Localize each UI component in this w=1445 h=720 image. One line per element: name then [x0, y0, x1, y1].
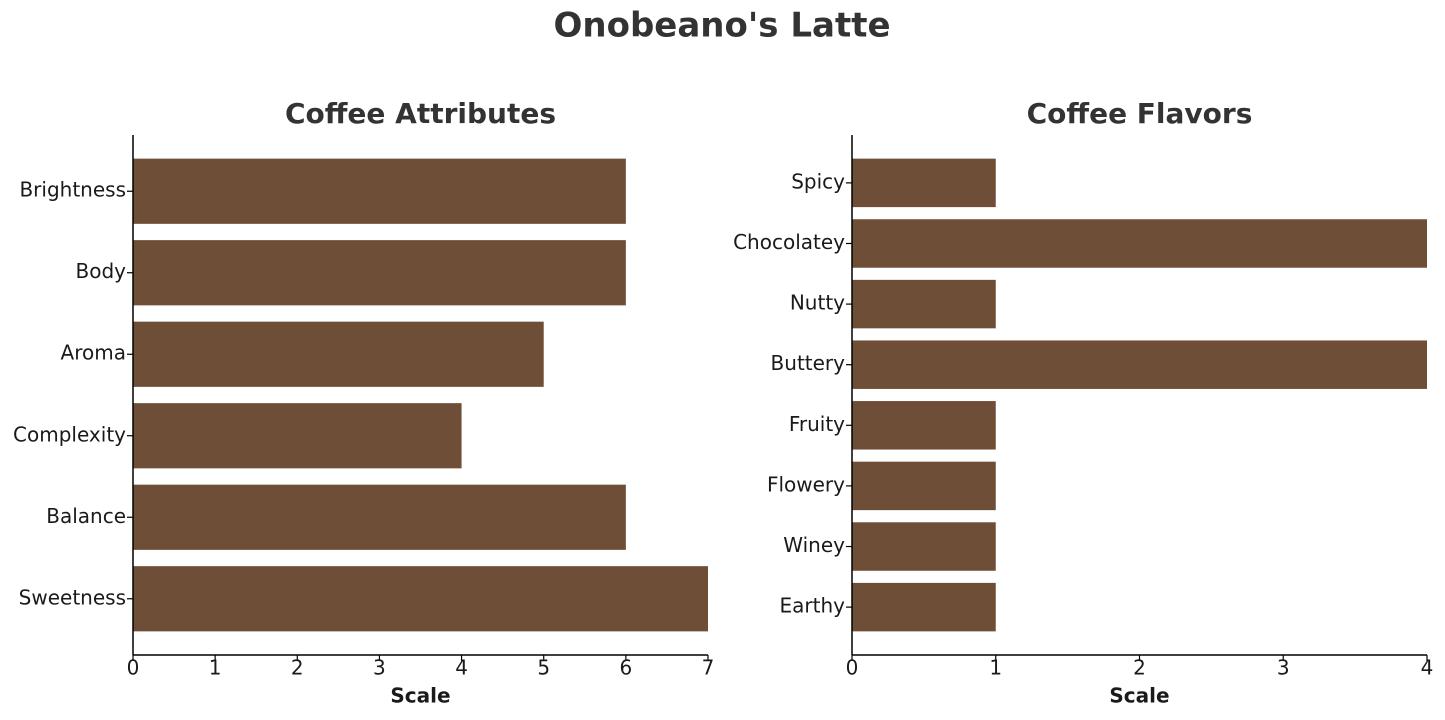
x-tick-label: 2: [1133, 656, 1146, 680]
bar: [852, 279, 996, 329]
x-tick-label: 0: [127, 656, 140, 680]
bar: [133, 566, 708, 632]
x-tick-label: 1: [989, 656, 1002, 680]
bar: [852, 340, 1427, 389]
x-tick-label: 2: [291, 656, 304, 680]
bar: [133, 484, 626, 550]
x-tick-label: 7: [702, 656, 715, 680]
x-tick-label: 4: [455, 656, 468, 680]
y-tick-label: Brightness: [19, 178, 126, 202]
x-tick-label: 5: [537, 656, 550, 680]
y-tick-label: Sweetness: [19, 585, 126, 609]
figure-title: Onobeano's Latte: [553, 6, 890, 46]
x-tick-label: 0: [846, 656, 859, 680]
subplot-title: Coffee Flavors: [1027, 97, 1253, 130]
y-tick-label: Aroma: [61, 341, 126, 365]
x-axis-label: Scale: [390, 684, 450, 708]
bar: [133, 403, 462, 469]
x-tick-label: 1: [209, 656, 222, 680]
bar: [133, 240, 626, 306]
y-tick-label: Chocolatey: [733, 230, 845, 254]
x-tick-label: 6: [619, 656, 632, 680]
bar: [133, 158, 626, 224]
bar: [852, 461, 996, 511]
bar: [852, 219, 1427, 268]
y-tick-label: Body: [76, 259, 127, 283]
y-tick-label: Balance: [46, 504, 126, 528]
y-tick-label: Complexity: [13, 422, 126, 446]
x-tick-label: 3: [1277, 656, 1290, 680]
y-tick-label: Flowery: [767, 472, 845, 496]
y-tick-label: Buttery: [771, 351, 846, 375]
x-tick-label: 4: [1421, 656, 1434, 680]
bar: [852, 158, 996, 208]
y-tick-label: Earthy: [780, 594, 846, 618]
x-axis-label: Scale: [1109, 684, 1169, 708]
y-tick-label: Fruity: [789, 412, 845, 436]
bar: [133, 321, 544, 387]
bar: [852, 401, 996, 450]
x-tick-label: 3: [373, 656, 386, 680]
bar: [852, 582, 996, 632]
y-tick-label: Nutty: [790, 291, 845, 315]
bar: [852, 522, 996, 571]
y-tick-label: Spicy: [791, 169, 845, 193]
subplot-title: Coffee Attributes: [285, 97, 556, 130]
y-tick-label: Winey: [783, 533, 845, 557]
